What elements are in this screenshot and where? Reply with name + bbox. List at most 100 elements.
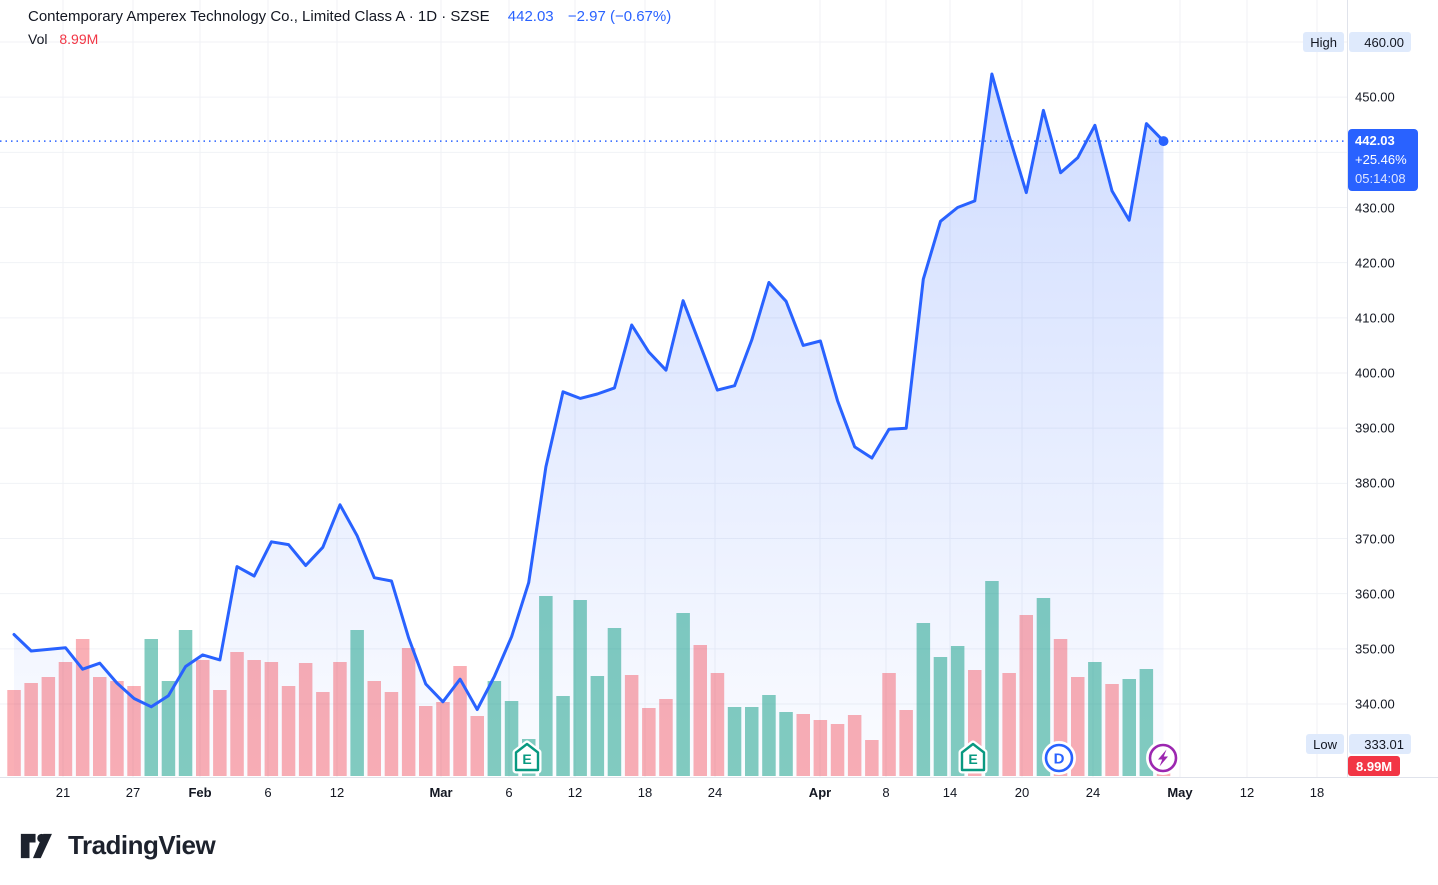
time-tick-label: Feb: [188, 785, 212, 800]
time-tick-label: 12: [567, 785, 583, 800]
volume-bar: [161, 681, 176, 776]
volume-bar: [453, 666, 467, 776]
tradingview-logo-icon: [20, 833, 52, 858]
volume-bar: [710, 673, 725, 776]
volume-bar: [93, 677, 107, 776]
volume-bar: [985, 581, 999, 776]
dividend-icon[interactable]: D: [1042, 741, 1076, 775]
last-price-badge: 442.03 +25.46% 05:14:08: [1348, 129, 1418, 191]
time-tick-label: 8: [882, 785, 890, 800]
volume-bar: [264, 662, 279, 776]
svg-text:E: E: [968, 751, 977, 767]
volume-bar: [796, 714, 810, 776]
volume-bar: [745, 707, 759, 776]
volume-bar: [178, 630, 193, 776]
volume-bar: [1019, 615, 1033, 776]
volume-bar: [419, 706, 433, 776]
area-fill: [14, 74, 1164, 776]
symbol-legend: Contemporary Amperex Technology Co., Lim…: [28, 8, 671, 25]
badge-countdown: 05:14:08: [1355, 171, 1406, 186]
tradingview-logo[interactable]: TradingView: [20, 830, 216, 861]
earnings-icon[interactable]: E: [958, 740, 988, 774]
time-tick-label: May: [1167, 785, 1193, 800]
price-tick-label: 370.00: [1355, 531, 1395, 546]
volume-bar: [436, 702, 450, 776]
volume-value: 8.99M: [59, 31, 99, 47]
volume-bar: [573, 600, 587, 776]
price-tick-label: 380.00: [1355, 475, 1395, 491]
time-tick-label: 18: [1309, 785, 1325, 800]
high-value-chip: 460.00: [1349, 32, 1411, 52]
time-tick-label: 18: [637, 785, 653, 800]
volume-bar: [213, 690, 227, 776]
price-tick-label: 360.00: [1355, 586, 1395, 602]
last-price-dot: [1158, 136, 1169, 147]
volume-bar: [659, 699, 673, 776]
volume-bar: [470, 716, 484, 776]
time-tick-label: 24: [1085, 785, 1101, 800]
time-scale[interactable]: 21 27 Feb 6 12 Mar 6 12 18 24 Apr 8 14 20 24 May 12 18: [0, 777, 1438, 810]
earnings-icon[interactable]: E: [512, 740, 542, 774]
volume-bar: [762, 695, 776, 776]
svg-text:D: D: [1054, 750, 1065, 767]
volume-bar: [642, 708, 656, 776]
volume-bar: [847, 715, 862, 776]
price-line: [12, 72, 1165, 711]
volume-bar: [487, 681, 502, 776]
svg-text:E: E: [522, 751, 531, 767]
tradingview-logo-text: TradingView: [68, 830, 216, 860]
price-tick-label: 390.00: [1355, 420, 1395, 436]
volume-bar: [41, 677, 56, 776]
volume-bar: [350, 630, 364, 776]
volume-bar: [727, 707, 742, 776]
price-tick-label: 420.00: [1355, 255, 1395, 271]
price-tick-label: 340.00: [1355, 696, 1395, 712]
time-tick-label: 6: [264, 785, 272, 800]
volume-bar: [933, 657, 948, 776]
volume-bar: [830, 724, 845, 776]
volume-bar: [693, 645, 707, 776]
volume-bar: [384, 692, 399, 776]
low-label-chip: Low: [1306, 734, 1344, 754]
volume-bar: [624, 675, 639, 776]
time-tick-label: 12: [329, 785, 345, 800]
volume-bar: [607, 628, 622, 776]
volume-bar: [1122, 679, 1136, 776]
volume-bar: [401, 648, 416, 776]
volume-bar: [24, 683, 38, 776]
price-scale[interactable]: 460.00 450.00 430.00 420.00 410.00 400.00 390.…: [1347, 0, 1438, 810]
volume-bar: [1002, 673, 1016, 776]
time-tick-label: 12: [1239, 785, 1255, 800]
time-tick-label: Mar: [429, 785, 453, 800]
volume-bar: [58, 662, 73, 776]
flash-icon[interactable]: [1146, 741, 1180, 775]
volume-bar: [7, 690, 21, 776]
time-tick-label: 24: [707, 785, 723, 800]
time-tick-label: 6: [505, 785, 513, 800]
volume-bar: [281, 686, 296, 776]
volume-bar: [950, 646, 965, 776]
legend-change: −2.97 (−0.67%): [567, 8, 672, 25]
volume-bar: [333, 662, 347, 776]
volume-bar: [127, 686, 141, 776]
time-tick-label: Apr: [808, 785, 832, 800]
current-volume-badge: 8.99M: [1348, 756, 1401, 776]
volume-bar: [75, 639, 90, 776]
volume-bar: [865, 740, 879, 776]
volume-bar: [539, 596, 553, 776]
volume-bar: [367, 681, 381, 776]
volume-bar: [230, 652, 244, 776]
price-tick-label: 400.00: [1355, 365, 1395, 381]
volume-bar: [676, 613, 690, 776]
legend-last-price: 442.03: [507, 8, 554, 25]
symbol-title[interactable]: Contemporary Amperex Technology Co., Lim…: [28, 8, 490, 25]
volume-bar: [779, 712, 793, 776]
volume-bar: [110, 681, 124, 776]
volume-bar: [298, 663, 313, 776]
volume-bar: [1105, 684, 1119, 776]
volume-bar: [899, 710, 913, 776]
time-tick-label: 14: [942, 785, 958, 800]
price-tick-label: 410.00: [1355, 310, 1395, 326]
volume-bar: [196, 660, 210, 776]
